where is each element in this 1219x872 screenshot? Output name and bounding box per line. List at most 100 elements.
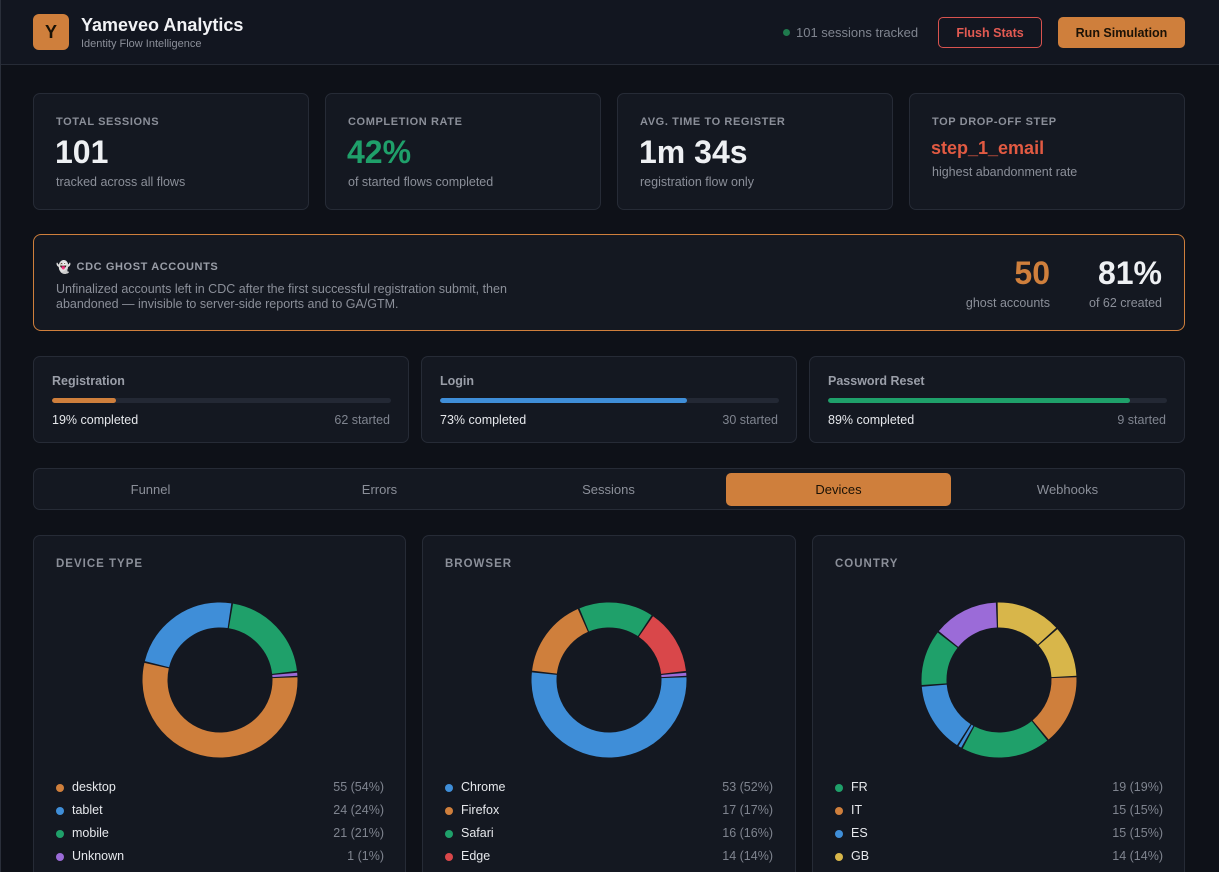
kpi-card-completion-rate: COMPLETION RATE 42% of started flows com… bbox=[325, 93, 601, 210]
ghost-icon: 👻 bbox=[56, 260, 72, 274]
country-panel: COUNTRY FR 19 (19%) IT 15 (15%) ES 15 (15%) GB… bbox=[812, 535, 1185, 872]
legend-item-safari: Safari 16 (16%) bbox=[445, 825, 773, 848]
legend-dot-icon bbox=[445, 830, 453, 838]
flow-name: Login bbox=[440, 374, 475, 388]
legend-label: GB bbox=[851, 849, 870, 863]
kpi-label: AVG. TIME TO REGISTER bbox=[640, 116, 786, 128]
kpi-subtext: tracked across all flows bbox=[56, 175, 186, 189]
kpi-value: 42% bbox=[347, 134, 412, 170]
legend-dot-icon bbox=[835, 830, 843, 838]
donut-slice-safari bbox=[531, 602, 687, 758]
run-simulation-button[interactable]: Run Simulation bbox=[1058, 17, 1185, 48]
tab-devices[interactable]: Devices bbox=[726, 473, 951, 506]
legend-item-firefox: Firefox 17 (17%) bbox=[445, 802, 773, 825]
progress-fill bbox=[52, 398, 117, 403]
ghost-count: 50 bbox=[1014, 255, 1050, 291]
legend-value: 53 (52%) bbox=[722, 780, 773, 794]
legend-label: tablet bbox=[72, 803, 103, 817]
legend-label: IT bbox=[851, 803, 863, 817]
app-subtitle: Identity Flow Intelligence bbox=[81, 38, 202, 50]
legend-label: FR bbox=[851, 780, 868, 794]
progress-track bbox=[52, 398, 391, 403]
legend-dot-icon bbox=[56, 853, 64, 861]
legend-item-fr: FR 19 (19%) bbox=[835, 779, 1163, 802]
tab-errors[interactable]: Errors bbox=[361, 482, 398, 497]
flow-card-password-reset: Password Reset 89% completed 9 started bbox=[809, 356, 1185, 443]
legend-item-edge: Edge 14 (14%) bbox=[445, 848, 773, 871]
progress-fill bbox=[828, 398, 1130, 403]
ghost-percent: 81% bbox=[1097, 255, 1162, 291]
tab-webhooks[interactable]: Webhooks bbox=[1036, 482, 1099, 497]
legend-value: 14 (14%) bbox=[722, 849, 773, 863]
flow-completed: 19% completed bbox=[52, 413, 139, 427]
kpi-subtext: of started flows completed bbox=[348, 175, 494, 189]
chart-legend: desktop 55 (54%) tablet 24 (24%) mobile 21 (2… bbox=[56, 779, 384, 871]
sessions-status: 101 sessions tracked bbox=[783, 25, 918, 40]
flow-name: Password Reset bbox=[828, 374, 925, 388]
chart-title: DEVICE TYPE bbox=[56, 558, 144, 570]
legend-label: ES bbox=[851, 826, 868, 840]
legend-label: Chrome bbox=[461, 780, 506, 794]
sessions-status-text: 101 sessions tracked bbox=[796, 25, 919, 40]
ghost-accounts-title: 👻 CDC GHOST ACCOUNTS bbox=[56, 260, 218, 274]
progress-track bbox=[828, 398, 1167, 403]
flow-card-login: Login 73% completed 30 started bbox=[421, 356, 797, 443]
legend-value: 17 (17%) bbox=[722, 803, 773, 817]
flow-started: 62 started bbox=[334, 413, 390, 427]
tab-funnel[interactable]: Funnel bbox=[130, 482, 171, 497]
flow-started: 30 started bbox=[722, 413, 778, 427]
kpi-subtext: highest abandonment rate bbox=[932, 165, 1078, 179]
kpi-label: COMPLETION RATE bbox=[348, 116, 463, 128]
legend-value: 24 (24%) bbox=[333, 803, 384, 817]
legend-label: Firefox bbox=[461, 803, 500, 817]
ghost-description: Unfinalized accounts left in CDC after t… bbox=[56, 282, 507, 311]
legend-dot-icon bbox=[835, 807, 843, 815]
legend-label: desktop bbox=[72, 780, 116, 794]
device-type-donut-chart bbox=[142, 602, 298, 758]
progress-track bbox=[440, 398, 779, 403]
legend-dot-icon bbox=[56, 830, 64, 838]
ghost-percent-caption: of 62 created bbox=[1089, 296, 1162, 310]
legend-item-it: IT 15 (15%) bbox=[835, 802, 1163, 825]
kpi-value: 1m 34s bbox=[639, 134, 748, 170]
app-title: Yameveo Analytics bbox=[81, 15, 244, 35]
ghost-accounts-card: 👻 CDC GHOST ACCOUNTS Unfinalized account… bbox=[33, 234, 1185, 331]
flow-name: Registration bbox=[52, 374, 125, 388]
flush-stats-button[interactable]: Flush Stats bbox=[938, 17, 1042, 48]
logo: Y bbox=[33, 14, 69, 50]
legend-label: mobile bbox=[72, 826, 109, 840]
legend-value: 15 (15%) bbox=[1112, 803, 1163, 817]
donut-slice-tablet bbox=[142, 602, 298, 758]
flow-card-registration: Registration 19% completed 62 started bbox=[33, 356, 409, 443]
donut-slice-other-3 bbox=[921, 602, 1077, 758]
kpi-label: TOP DROP-OFF STEP bbox=[932, 116, 1057, 128]
legend-label: Safari bbox=[461, 826, 494, 840]
legend-item-desktop: desktop 55 (54%) bbox=[56, 779, 384, 802]
donut-slice-other-2 bbox=[921, 602, 1077, 758]
progress-fill bbox=[440, 398, 688, 403]
chart-legend: Chrome 53 (52%) Firefox 17 (17%) Safari 16 (1… bbox=[445, 779, 773, 871]
legend-label: Unknown bbox=[72, 849, 125, 863]
legend-item-mobile: mobile 21 (21%) bbox=[56, 825, 384, 848]
legend-dot-icon bbox=[56, 807, 64, 815]
legend-item-unknown: Unknown 1 (1%) bbox=[56, 848, 384, 871]
legend-value: 19 (19%) bbox=[1112, 780, 1163, 794]
legend-item-tablet: tablet 24 (24%) bbox=[56, 802, 384, 825]
legend-item-chrome: Chrome 53 (52%) bbox=[445, 779, 773, 802]
legend-value: 21 (21%) bbox=[333, 826, 384, 840]
flow-started: 9 started bbox=[1117, 413, 1166, 427]
legend-item-gb: GB 14 (14%) bbox=[835, 848, 1163, 871]
device-type-panel: DEVICE TYPE desktop 55 (54%) tablet 24 (24%… bbox=[33, 535, 406, 872]
kpi-subtext: registration flow only bbox=[640, 175, 754, 189]
kpi-value: 101 bbox=[55, 134, 109, 170]
status-dot-icon bbox=[783, 29, 790, 36]
kpi-card-total-sessions: TOTAL SESSIONS 101 tracked across all fl… bbox=[33, 93, 309, 210]
browser-panel: BROWSER Chrome 53 (52%) Firefox 17 (17%) Saf… bbox=[422, 535, 796, 872]
tab-sessions[interactable]: Sessions bbox=[582, 482, 635, 497]
donut-slice-fr bbox=[921, 602, 1077, 758]
kpi-card-avg-time: AVG. TIME TO REGISTER 1m 34s registratio… bbox=[617, 93, 893, 210]
legend-dot-icon bbox=[445, 853, 453, 861]
kpi-value: step_1_email bbox=[931, 138, 1045, 158]
chart-legend: FR 19 (19%) IT 15 (15%) ES 15 (15%) GB 14 (14%) bbox=[835, 779, 1163, 871]
